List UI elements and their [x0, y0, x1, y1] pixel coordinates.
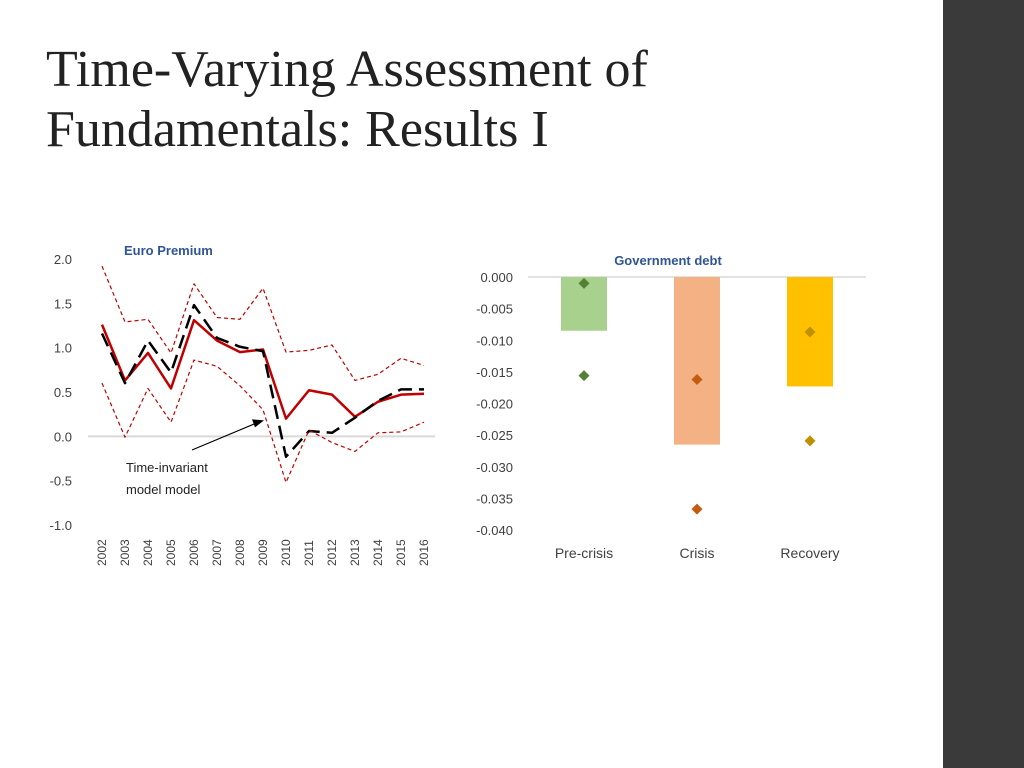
- x-tick-label: 2004: [141, 539, 155, 566]
- x-tick-label: 2013: [348, 539, 362, 566]
- y-tick-label: -0.5: [50, 474, 72, 489]
- euro-premium-chart: Euro Premium 2.0 1.5 1.0 0.5 0.0 -0.5 -1.0 2002 2…: [50, 243, 435, 566]
- x-tick-label: 2016: [417, 539, 431, 566]
- upper-marker: [691, 373, 703, 385]
- side-bar: [943, 0, 1024, 768]
- x-tick-label: 2002: [95, 539, 109, 566]
- y-tick-label: -0.010: [476, 333, 513, 348]
- chart-title: Government debt: [614, 253, 722, 268]
- x-tick-label: 2010: [279, 539, 293, 566]
- title-line-2: Fundamentals: Results I: [46, 101, 549, 158]
- lower-marker: [691, 503, 703, 515]
- upper-marker: [804, 326, 816, 338]
- y-tick-label: 0.5: [54, 385, 72, 400]
- y-tick-label: -0.025: [476, 428, 513, 443]
- government-debt-chart: Government debt 0.000 -0.005 -0.010 -0.015 -0…: [476, 253, 866, 561]
- category-label: Recovery: [780, 545, 839, 561]
- x-tick-label: 2005: [164, 539, 178, 566]
- y-tick-label: -0.015: [476, 365, 513, 380]
- series-line-dotted: [101, 359, 425, 484]
- y-tick-label: 1.0: [54, 341, 72, 356]
- chart-title: Euro Premium: [124, 243, 213, 258]
- y-tick-label: 1.5: [54, 296, 72, 311]
- y-tick-label: -0.005: [476, 302, 513, 317]
- y-tick-label: 2.0: [54, 252, 72, 267]
- lower-marker: [804, 435, 816, 447]
- annotation-arrow-line: [191, 421, 259, 451]
- y-tick-label: -0.020: [476, 397, 513, 412]
- y-tick-label: -0.030: [476, 460, 513, 475]
- x-tick-label: 2006: [187, 539, 201, 566]
- slide-title: Time-Varying Assessment of Fundamentals:…: [46, 40, 906, 160]
- x-tick-label: 2015: [394, 539, 408, 566]
- category-label: Pre-crisis: [555, 545, 613, 561]
- y-tick-label: -0.035: [476, 491, 513, 506]
- x-tick-label: 2011: [302, 540, 316, 566]
- x-tick-label: 2012: [325, 539, 339, 566]
- y-tick-label: 0.0: [54, 429, 72, 444]
- upper-marker: [578, 277, 590, 289]
- annotation-arrowhead: [252, 419, 264, 428]
- y-tick-label: 0.000: [480, 270, 513, 285]
- series-line-solid: [100, 318, 425, 420]
- series-line-dashed: [100, 303, 424, 458]
- x-tick-label: 2007: [210, 539, 224, 566]
- annotation-label-line2: model model: [126, 482, 201, 497]
- x-tick-label: 2009: [256, 539, 270, 566]
- title-line-1: Time-Varying Assessment of: [46, 41, 648, 98]
- x-tick-label: 2014: [371, 539, 385, 566]
- x-tick-label: 2008: [233, 539, 247, 566]
- annotation-label-line1: Time-invariant: [126, 460, 208, 475]
- lower-marker: [578, 370, 590, 382]
- y-tick-label: -1.0: [50, 518, 72, 533]
- bar: [674, 277, 720, 445]
- category-label: Crisis: [680, 545, 715, 561]
- series-line-dotted: [101, 265, 425, 382]
- y-tick-label: -0.040: [476, 523, 513, 538]
- x-tick-label: 2003: [118, 539, 132, 566]
